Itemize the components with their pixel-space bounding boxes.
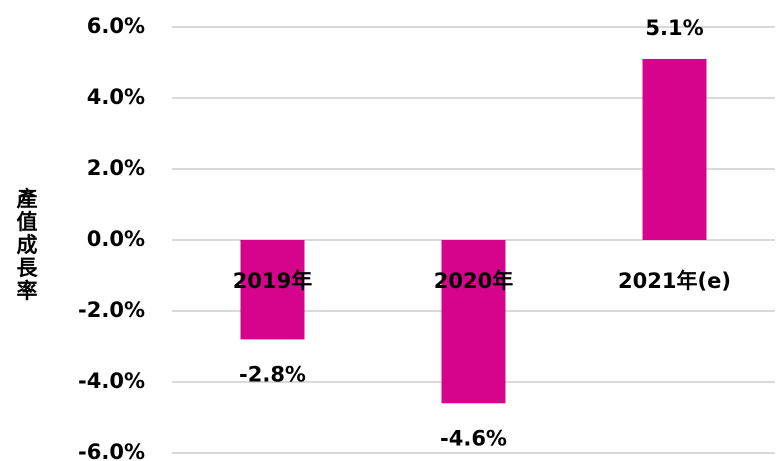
- data-label: -4.6%: [440, 426, 507, 450]
- bar: [240, 240, 305, 340]
- bar: [642, 58, 707, 241]
- x-tick-label: 2021年(e): [618, 269, 731, 293]
- x-tick-label: 2019年: [233, 269, 312, 293]
- y-tick-label: -6.0%: [78, 440, 145, 461]
- y-tick-label: 0.0%: [87, 227, 145, 251]
- x-tick-label: 2020年: [434, 269, 513, 293]
- data-label: -2.8%: [239, 362, 306, 386]
- y-tick-label: -4.0%: [78, 369, 145, 393]
- y-tick-label: 2.0%: [87, 156, 145, 180]
- y-tick-label: 4.0%: [87, 85, 145, 109]
- bar: [441, 240, 506, 404]
- y-tick-label: 6.0%: [87, 14, 145, 38]
- data-label: 5.1%: [645, 16, 703, 40]
- y-axis-label: 產值成長率: [14, 187, 38, 303]
- y-tick-label: -2.0%: [78, 298, 145, 322]
